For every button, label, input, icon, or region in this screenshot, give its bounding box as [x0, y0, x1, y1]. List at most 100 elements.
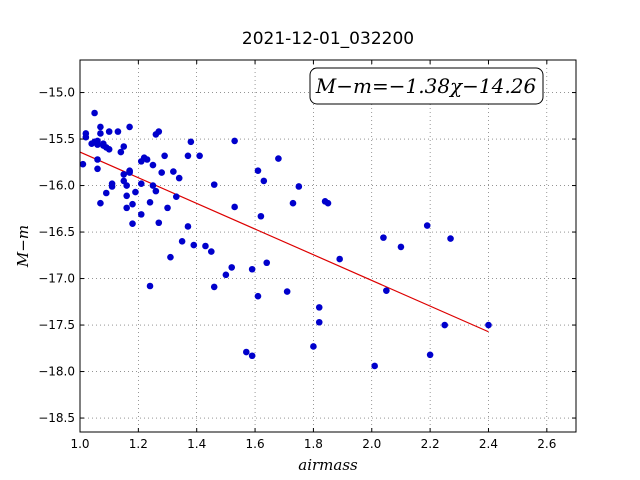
data-point	[161, 152, 168, 160]
plot-frame	[79, 59, 577, 433]
data-point	[324, 199, 332, 207]
data-point	[275, 155, 282, 162]
data-point	[257, 212, 265, 220]
data-point	[178, 238, 186, 245]
data-point	[152, 187, 160, 195]
y-tick-label: −18.5	[38, 411, 75, 425]
data-point	[94, 156, 101, 163]
data-point	[137, 211, 145, 218]
data-point	[172, 193, 180, 201]
data-point	[175, 174, 183, 182]
data-point	[283, 288, 291, 295]
data-point	[371, 362, 378, 370]
data-point	[155, 219, 163, 227]
x-tick-label: 2.6	[537, 437, 556, 451]
data-point	[222, 271, 230, 279]
data-point	[164, 204, 171, 212]
axis-ticks	[79, 60, 576, 432]
data-point	[97, 130, 104, 137]
data-point	[97, 123, 104, 131]
data-point	[248, 352, 256, 360]
x-tick-label: 2.2	[421, 437, 440, 451]
fit-annotation: M−m=−1.38χ−14.26	[309, 67, 544, 105]
x-tick-label: 1.2	[129, 437, 148, 451]
data-point	[423, 222, 431, 229]
x-tick-label: 1.0	[70, 437, 89, 451]
data-point	[105, 145, 113, 153]
data-point	[289, 199, 297, 207]
data-point	[143, 156, 151, 163]
data-point	[254, 167, 262, 174]
data-point	[207, 248, 215, 255]
data-point	[167, 253, 174, 261]
data-point	[426, 351, 434, 359]
y-tick-label: −16.0	[38, 179, 75, 193]
x-tick-label: 2.4	[479, 437, 498, 451]
data-point	[132, 188, 139, 196]
x-tick-label: 1.6	[246, 437, 265, 451]
data-point	[380, 234, 387, 241]
data-point	[137, 180, 145, 187]
data-point	[383, 287, 390, 294]
grid-lines	[79, 60, 576, 432]
x-tick-label: 1.8	[304, 437, 323, 451]
data-point	[102, 189, 110, 197]
data-point	[146, 282, 154, 290]
data-point	[196, 152, 203, 160]
data-point	[260, 177, 268, 185]
data-point	[248, 265, 256, 273]
data-point	[117, 148, 125, 156]
data-point	[91, 109, 98, 117]
data-point	[447, 235, 454, 242]
data-point	[126, 123, 133, 131]
data-point	[310, 343, 317, 350]
data-point	[120, 171, 128, 178]
y-tick-label: −17.0	[38, 272, 75, 286]
data-point	[97, 199, 104, 207]
y-tick-label: −15.0	[38, 86, 75, 100]
data-point	[149, 182, 157, 189]
data-point	[263, 259, 271, 267]
data-point	[231, 203, 238, 211]
fit-line	[79, 151, 489, 333]
x-axis-label: airmass	[298, 456, 358, 474]
data-point	[105, 128, 113, 135]
data-point	[441, 321, 449, 329]
annotation-box	[309, 67, 544, 105]
x-tick-label: 2.0	[362, 437, 381, 451]
data-point	[397, 243, 405, 251]
y-tick-label: −17.5	[38, 318, 75, 332]
y-tick-label: −15.5	[38, 132, 75, 146]
data-point	[155, 128, 163, 135]
data-point	[123, 204, 130, 212]
data-point	[184, 223, 192, 230]
chart-title: 2021-12-01_032200	[242, 29, 414, 49]
data-point	[158, 169, 165, 176]
data-point	[149, 161, 157, 169]
y-tick-label: −16.5	[38, 225, 75, 239]
data-point	[210, 283, 218, 291]
data-point	[120, 143, 128, 150]
fit-line-group	[79, 151, 489, 333]
data-point	[295, 183, 303, 190]
data-point	[231, 137, 238, 145]
y-axis-label: M−m	[14, 225, 32, 268]
y-tick-label: −18.0	[38, 365, 75, 379]
data-point	[228, 264, 236, 271]
data-point	[123, 192, 130, 200]
data-point	[315, 318, 323, 326]
data-point	[190, 241, 198, 249]
data-point	[129, 220, 136, 227]
data-point	[82, 130, 90, 137]
data-point	[184, 152, 192, 160]
data-point	[187, 138, 195, 146]
data-point	[79, 160, 87, 168]
data-point	[126, 169, 133, 176]
x-tick-labels: 1.0 1.2 1.4 1.6 1.8 2.0 2.2 2.4 2.6	[70, 437, 556, 451]
data-point	[210, 181, 218, 188]
y-tick-labels: −15.0 −15.5 −16.0 −16.5 −17.0 −17.5 −18.0 −18.5	[38, 86, 75, 425]
data-point	[485, 321, 492, 329]
data-point	[94, 165, 101, 173]
data-point	[123, 182, 130, 189]
